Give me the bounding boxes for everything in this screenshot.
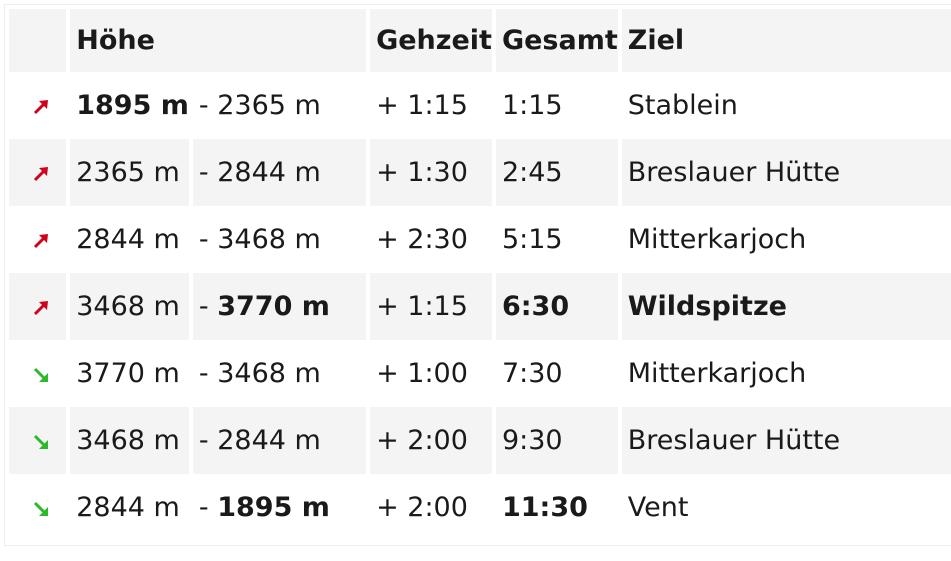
to-prefix: - [198, 492, 218, 523]
total-time: 6:30 [495, 273, 618, 340]
up-arrow-icon [33, 166, 48, 181]
down-arrow-icon [33, 434, 48, 449]
table-row: 1895 m - 2365 m + 1:15 1:15 Stablein [9, 72, 951, 139]
header-direction [9, 9, 67, 72]
destination: Vent [627, 492, 689, 523]
direction-cell [9, 273, 67, 340]
table-row: 2844 m - 3468 m + 2:30 5:15 Mitterkarjoc… [9, 206, 951, 273]
to-elevation: - 2365 m [198, 90, 321, 121]
destination: Mitterkarjoch [627, 358, 807, 389]
up-arrow-icon [33, 99, 48, 114]
walk-time: + 2:30 [376, 224, 468, 255]
table-row: 2844 m - 1895 m + 2:00 11:30 Vent [9, 474, 951, 541]
direction-cell [9, 206, 66, 273]
walk-time: + 1:00 [376, 358, 468, 389]
from-elevation: 2844 m [76, 224, 180, 255]
header-destination: Ziel [621, 9, 951, 72]
to-value: 1895 m [217, 492, 330, 523]
walk-time: + 2:00 [370, 407, 492, 474]
to-elevation: - 3468 m [198, 224, 321, 255]
to-elevation: - 2844 m [192, 407, 367, 474]
from-elevation: 2365 m [70, 139, 189, 206]
direction-cell [9, 139, 67, 206]
header-total: Gesamt [495, 9, 618, 72]
to-elevation: - 1895 m [193, 474, 366, 541]
total-time: 7:30 [501, 358, 563, 389]
total-time: 1:15 [501, 90, 563, 121]
destination: Mitterkarjoch [627, 224, 807, 255]
table-row: 3468 m - 3770 m + 1:15 6:30 Wildspitze [9, 273, 951, 340]
route-table: Höhe Gehzeit Gesamt Ziel 1895 m - 2365 m… [5, 9, 951, 541]
table-row: 3770 m - 3468 m + 1:00 7:30 Mitterkarjoc… [9, 340, 951, 407]
from-elevation: 3468 m [70, 407, 189, 474]
total-time: 9:30 [495, 407, 618, 474]
from-elevation: 3468 m [70, 273, 189, 340]
route-table-container: Höhe Gehzeit Gesamt Ziel 1895 m - 2365 m… [4, 4, 951, 546]
header-elevation: Höhe [70, 9, 367, 72]
header-walk-time: Gehzeit [370, 9, 492, 72]
total-time: 2:45 [495, 139, 618, 206]
to-elevation: - 3468 m [198, 358, 321, 389]
down-arrow-icon [33, 501, 48, 516]
destination: Breslauer Hütte [621, 139, 951, 206]
total-time: 11:30 [501, 492, 588, 523]
direction-cell [9, 474, 66, 541]
table-row: 3468 m - 2844 m + 2:00 9:30 Breslauer Hü… [9, 407, 951, 474]
walk-time: + 1:15 [370, 273, 492, 340]
from-elevation: 2844 m [76, 492, 180, 523]
walk-time: + 1:15 [376, 90, 468, 121]
destination: Breslauer Hütte [621, 407, 951, 474]
from-elevation: 1895 m [76, 90, 189, 121]
up-arrow-icon [33, 233, 48, 248]
direction-cell [9, 72, 66, 139]
destination: Stablein [627, 90, 738, 121]
down-arrow-icon [33, 367, 48, 382]
total-time: 5:15 [501, 224, 563, 255]
direction-cell [9, 340, 66, 407]
table-header-row: Höhe Gehzeit Gesamt Ziel [9, 9, 951, 72]
to-prefix: - [198, 291, 218, 322]
to-elevation: - 2844 m [192, 139, 367, 206]
from-elevation: 3770 m [76, 358, 180, 389]
table-row: 2365 m - 2844 m + 1:30 2:45 Breslauer Hü… [9, 139, 951, 206]
to-value: 3770 m [217, 291, 330, 322]
to-elevation: - 3770 m [192, 273, 367, 340]
direction-cell [9, 407, 67, 474]
up-arrow-icon [33, 300, 48, 315]
walk-time: + 2:00 [376, 492, 468, 523]
walk-time: + 1:30 [370, 139, 492, 206]
destination: Wildspitze [621, 273, 951, 340]
